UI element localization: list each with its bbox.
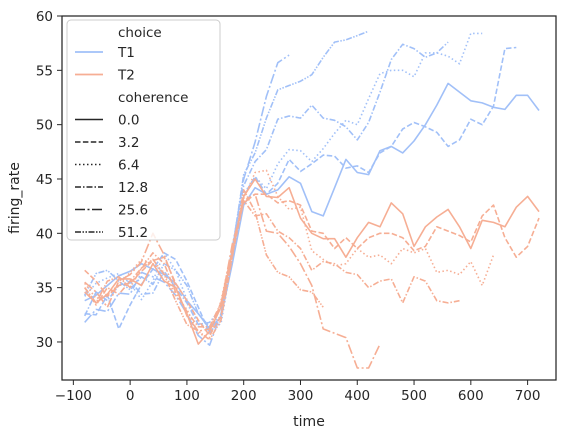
y-tick-label: 35 <box>36 281 53 297</box>
legend-entry: T1 <box>117 45 135 61</box>
series-line-t1-51-2 <box>83 30 369 328</box>
x-tick-label: 500 <box>401 388 427 404</box>
series-line-t1-0-0 <box>84 82 540 330</box>
series-line-t2-6-4 <box>84 169 495 339</box>
y-tick-label: 60 <box>36 9 53 25</box>
x-tick-label: 100 <box>174 388 200 404</box>
x-tick-label: 400 <box>344 388 370 404</box>
legend-entry: T2 <box>117 68 135 84</box>
series-line-t2-3-2 <box>84 193 540 337</box>
legend-entry: 25.6 <box>118 203 148 219</box>
y-axis-ticks: 30 35 40 45 50 55 60 <box>36 9 62 351</box>
legend-title-coherence: coherence <box>118 90 188 106</box>
y-tick-label: 30 <box>36 335 53 351</box>
series-line-t1-12-8 <box>83 41 449 326</box>
x-tick-label: 300 <box>288 388 314 404</box>
x-tick-label: 200 <box>231 388 257 404</box>
x-tick-label: 600 <box>458 388 484 404</box>
y-tick-label: 50 <box>36 118 53 134</box>
legend-entry: 51.2 <box>118 225 148 241</box>
legend-entry: 0.0 <box>118 113 139 129</box>
x-axis-label: time <box>293 414 325 430</box>
series-line-t1-3-2 <box>84 46 517 335</box>
y-tick-label: 45 <box>36 172 53 188</box>
legend-entry: 12.8 <box>118 180 148 196</box>
legend-title-choice: choice <box>118 25 162 41</box>
plot-frame <box>61 15 557 381</box>
y-tick-label: 55 <box>36 63 53 79</box>
x-tick-label: −100 <box>55 388 92 404</box>
legend: choice T1 T2 coherence 0.0 3.2 6.4 12.8 25.6 51.2 <box>66 19 221 241</box>
legend-box <box>66 19 221 241</box>
x-tick-label: 0 <box>126 388 135 404</box>
y-tick-label: 40 <box>36 226 53 242</box>
series-line-t2-51-2 <box>84 189 324 341</box>
x-tick-label: 700 <box>515 388 541 404</box>
legend-entry: 6.4 <box>118 158 139 174</box>
legend-entry: 3.2 <box>118 135 139 151</box>
series-line-t2-0-0 <box>84 178 540 345</box>
series-line-t2-25-6 <box>84 193 381 369</box>
y-axis-label: firing_rate <box>7 162 23 234</box>
x-axis-ticks: −100 0 100 200 300 400 500 600 700 <box>55 380 541 404</box>
series-lines <box>83 30 540 369</box>
